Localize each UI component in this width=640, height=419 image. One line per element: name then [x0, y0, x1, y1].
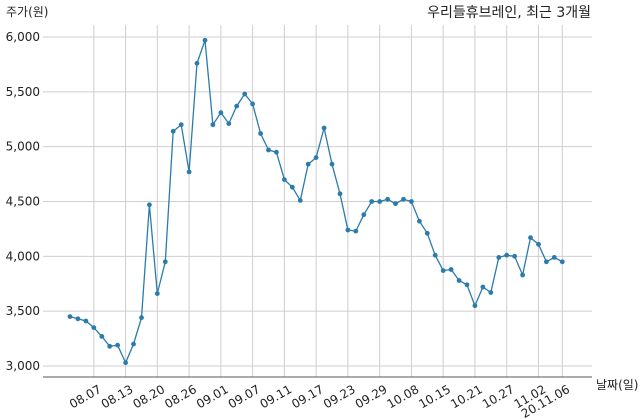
- data-point: [440, 268, 446, 273]
- data-point: [297, 198, 303, 203]
- x-tick-labels: 08.0708.1308.2008.2609.0109.0709.1109.17…: [67, 382, 572, 419]
- data-point: [67, 314, 73, 319]
- data-point: [162, 259, 168, 265]
- data-point: [107, 343, 113, 349]
- grid-lines: [43, 25, 592, 377]
- data-point: [289, 184, 295, 190]
- x-tick-label: 09.23: [321, 382, 358, 411]
- data-point: [266, 147, 271, 153]
- x-tick-label: 10.27: [480, 382, 517, 411]
- data-point: [218, 110, 224, 116]
- data-point: [115, 342, 120, 348]
- data-point: [544, 259, 549, 265]
- data-point: [504, 252, 510, 258]
- data-point: [210, 122, 216, 128]
- data-point: [274, 149, 279, 155]
- data-point: [551, 255, 557, 260]
- x-tick-label: 09.01: [194, 382, 231, 411]
- data-point: [559, 259, 565, 265]
- y-tick-label: 3,000: [6, 359, 40, 373]
- data-point: [512, 253, 517, 259]
- data-point: [464, 282, 470, 288]
- x-tick-label: 09.17: [289, 382, 326, 411]
- data-point: [488, 290, 494, 295]
- data-point: [456, 278, 462, 283]
- data-point: [337, 191, 343, 197]
- x-tick-label: 08.20: [130, 382, 167, 411]
- y-tick-label: 6,000: [6, 30, 40, 44]
- data-point: [313, 155, 319, 161]
- x-axis-label: 날짜(일): [596, 378, 638, 392]
- x-tick-label: 10.08: [385, 382, 422, 411]
- data-point: [83, 318, 89, 324]
- data-point: [496, 255, 502, 260]
- y-tick-label: 5,500: [6, 85, 40, 99]
- data-point: [472, 303, 478, 309]
- y-tick-label: 5,000: [6, 140, 40, 154]
- price-points: [67, 37, 565, 366]
- data-point: [345, 227, 351, 233]
- data-point: [170, 128, 176, 134]
- x-tick-label: 08.13: [99, 382, 136, 411]
- data-point: [178, 122, 184, 128]
- data-point: [377, 199, 383, 204]
- data-point: [480, 284, 486, 290]
- data-point: [242, 91, 248, 97]
- y-axis-label: 주가(원): [6, 5, 48, 19]
- data-point: [536, 241, 541, 247]
- data-point: [139, 315, 144, 321]
- data-point: [91, 325, 97, 330]
- data-point: [424, 230, 430, 236]
- data-point: [131, 341, 136, 347]
- data-point: [99, 334, 105, 339]
- y-tick-label: 4,500: [6, 195, 40, 209]
- data-point: [369, 199, 375, 204]
- data-point: [250, 101, 256, 107]
- data-point: [520, 272, 525, 278]
- data-point: [417, 218, 422, 224]
- x-tick-label: 10.21: [448, 382, 485, 411]
- data-point: [409, 199, 414, 204]
- data-point: [385, 196, 390, 202]
- x-tick-label: 09.07: [226, 382, 263, 411]
- y-tick-labels: 3,000 3,500 4,000 4,500 5,000 5,500 6,000: [6, 30, 40, 373]
- y-tick-label: 3,500: [6, 304, 40, 318]
- data-point: [147, 202, 152, 208]
- x-tick-label: 09.29: [353, 382, 390, 411]
- data-point: [329, 161, 335, 167]
- data-point: [401, 196, 406, 202]
- data-point: [282, 177, 287, 183]
- data-point: [448, 267, 454, 272]
- data-point: [432, 252, 438, 258]
- data-point: [321, 125, 327, 131]
- data-point: [154, 291, 160, 296]
- data-point: [353, 228, 359, 234]
- y-tick-label: 4,000: [6, 249, 40, 263]
- chart-title: 우리들휴브레인, 최근 3개월: [427, 5, 591, 21]
- data-point: [393, 201, 398, 207]
- x-tick-label: 09.11: [258, 382, 295, 411]
- data-point: [234, 103, 240, 109]
- data-point: [186, 169, 192, 175]
- data-point: [226, 121, 232, 126]
- x-tick-label: 08.07: [67, 382, 104, 411]
- x-tick-label: 10.15: [416, 382, 453, 411]
- data-point: [258, 131, 263, 136]
- data-point: [123, 360, 128, 366]
- data-point: [202, 37, 208, 43]
- data-point: [528, 235, 533, 241]
- data-point: [305, 161, 311, 167]
- data-point: [75, 316, 81, 322]
- data-point: [361, 212, 367, 218]
- data-point: [194, 60, 200, 66]
- x-tick-label: 08.26: [162, 382, 199, 411]
